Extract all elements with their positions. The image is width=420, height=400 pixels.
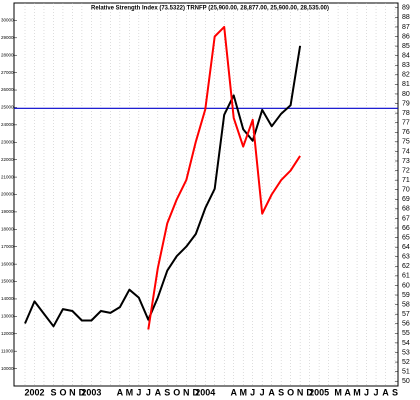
x-tick-label: S <box>392 387 398 397</box>
x-tick-label: O <box>287 387 294 397</box>
y-tick-label: 20000 <box>1 192 14 197</box>
x-tick-label: S <box>278 387 284 397</box>
x-tick-label: A <box>117 387 124 397</box>
y-tick-label: 19000 <box>1 209 14 214</box>
x-tick-label: N <box>297 387 304 397</box>
y2-tick-label: 76 <box>402 129 410 136</box>
y-tick-label: 30000 <box>1 18 14 23</box>
y2-tick-label: 58 <box>402 301 410 308</box>
y-tick-label: 17000 <box>1 244 14 249</box>
y2-tick-label: 70 <box>402 187 410 194</box>
x-tick-label: 2002 <box>24 387 44 397</box>
x-tick-label: M <box>239 387 247 397</box>
x-tick-label: J <box>136 387 141 397</box>
x-tick-label: M <box>126 387 134 397</box>
y2-tick-label: 77 <box>402 120 410 127</box>
y-tick-label: 10000 <box>1 366 14 371</box>
y2-tick-label: 75 <box>402 139 410 146</box>
y2-tick-label: 53 <box>402 349 410 356</box>
y2-tick-label: 88 <box>402 14 410 21</box>
x-tick-label: O <box>173 387 180 397</box>
y-tick-label: 12000 <box>1 331 14 336</box>
y2-tick-label: 78 <box>402 110 410 117</box>
x-tick-label: S <box>164 387 170 397</box>
x-tick-label: O <box>59 387 66 397</box>
x-tick-label: D <box>306 387 313 397</box>
y-tick-label: 18000 <box>1 227 14 232</box>
x-tick-label: D <box>193 387 200 397</box>
y2-tick-label: 74 <box>402 148 410 155</box>
y-tick-label: 16000 <box>1 261 14 266</box>
y-tick-label: 22000 <box>1 157 14 162</box>
x-tick-label: 2004 <box>195 387 215 397</box>
y2-tick-label: 84 <box>402 53 410 60</box>
y2-tick-label: 68 <box>402 206 410 213</box>
y2-tick-label: 79 <box>402 100 410 107</box>
x-tick-label: N <box>183 387 190 397</box>
x-tick-label: S <box>50 387 56 397</box>
x-tick-label: M <box>334 387 342 397</box>
y2-tick-label: 66 <box>402 225 410 232</box>
y-tick-label: 23000 <box>1 139 14 144</box>
y2-tick-label: 64 <box>402 244 410 251</box>
y2-tick-label: 50 <box>402 378 410 385</box>
y-tick-label: 21000 <box>1 174 14 179</box>
y-tick-label: 27000 <box>1 70 14 75</box>
y-tick-label: 28000 <box>1 52 14 57</box>
y-tick-label: 14000 <box>1 296 14 301</box>
y-tick-label: 24000 <box>1 122 14 127</box>
x-tick-label: 2005 <box>309 387 329 397</box>
y2-tick-label: 85 <box>402 43 410 50</box>
x-tick-label: J <box>146 387 151 397</box>
y2-tick-label: 61 <box>402 273 410 280</box>
y2-tick-label: 71 <box>402 177 410 184</box>
series-line <box>147 25 301 330</box>
x-tick-label: M <box>353 387 361 397</box>
y2-tick-label: 63 <box>402 254 410 261</box>
y-tick-label: 11000 <box>1 348 14 353</box>
y2-tick-label: 80 <box>402 91 410 98</box>
y2-tick-label: 51 <box>402 368 410 375</box>
y2-tick-label: 89 <box>402 5 410 12</box>
x-tick-label: J <box>374 387 379 397</box>
y2-tick-label: 52 <box>402 359 410 366</box>
y2-tick-label: 82 <box>402 72 410 79</box>
x-tick-label: A <box>230 387 237 397</box>
y2-tick-label: 67 <box>402 215 410 222</box>
y2-tick-label: 60 <box>402 282 410 289</box>
x-tick-label: J <box>250 387 255 397</box>
x-tick-label: A <box>382 387 389 397</box>
y-tick-label: 26000 <box>1 87 14 92</box>
y2-tick-label: 72 <box>402 167 410 174</box>
y-tick-label: 13000 <box>1 314 14 319</box>
chart-title: Relative Strength Index (73.5322) TRNFP … <box>91 6 329 12</box>
x-tick-label: J <box>364 387 369 397</box>
y2-tick-label: 55 <box>402 330 410 337</box>
y2-tick-label: 59 <box>402 292 410 299</box>
x-tick-label: D <box>79 387 86 397</box>
y2-tick-label: 54 <box>402 340 410 347</box>
y2-tick-label: 56 <box>402 321 410 328</box>
y2-tick-label: 69 <box>402 196 410 203</box>
y2-tick-label: 81 <box>402 81 410 88</box>
x-tick-label: 2003 <box>81 387 101 397</box>
y-tick-label: 15000 <box>1 279 14 284</box>
y-tick-label: 29000 <box>1 35 14 40</box>
y2-tick-label: 65 <box>402 234 410 241</box>
plot-frame <box>13 2 399 387</box>
y2-tick-label: 57 <box>402 311 410 318</box>
y2-tick-label: 62 <box>402 263 410 270</box>
y-tick-label: 25000 <box>1 105 14 110</box>
x-tick-label: A <box>344 387 351 397</box>
y2-tick-label: 87 <box>402 24 410 31</box>
x-tick-label: A <box>268 387 275 397</box>
x-tick-label: A <box>155 387 162 397</box>
y2-tick-label: 86 <box>402 33 410 40</box>
x-tick-label: J <box>260 387 265 397</box>
x-tick-label: N <box>69 387 76 397</box>
y2-tick-label: 73 <box>402 158 410 165</box>
y2-tick-label: 83 <box>402 62 410 69</box>
